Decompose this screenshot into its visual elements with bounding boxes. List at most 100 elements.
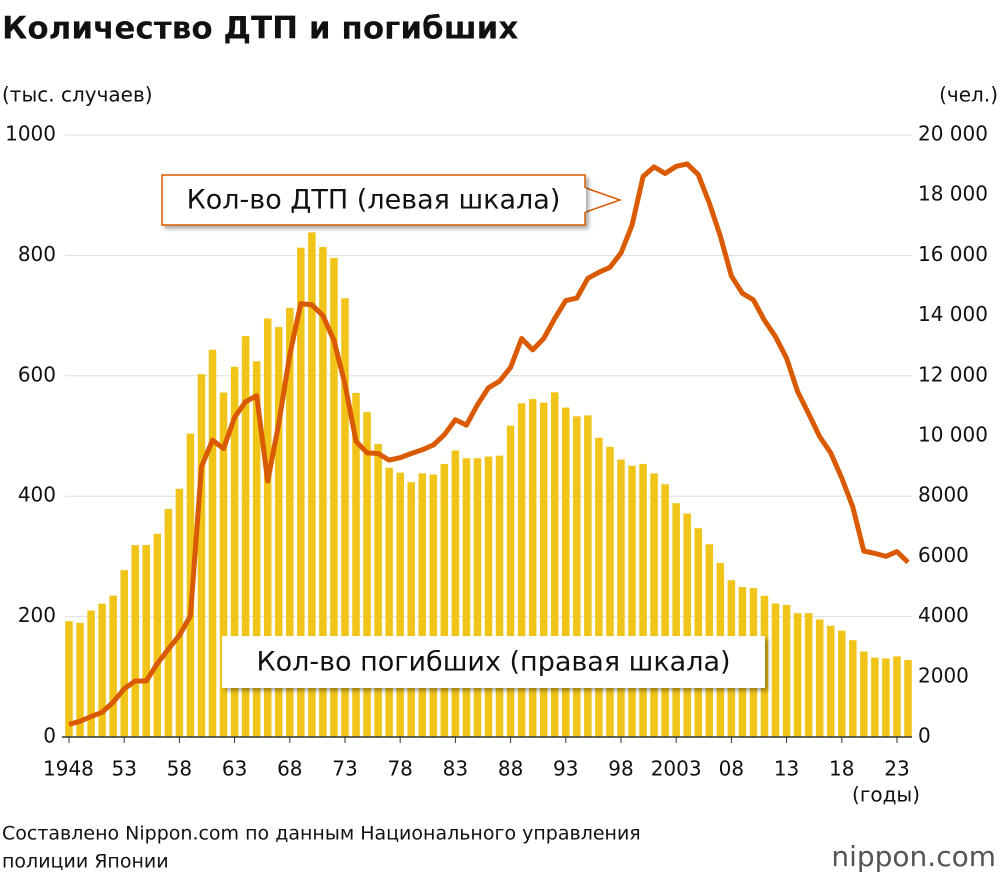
y2-tick-label: 20 000 <box>918 122 988 146</box>
logo: nippon.com <box>831 840 996 873</box>
y2-tick-label: 2000 <box>918 663 969 687</box>
bar <box>495 455 504 737</box>
bar <box>871 657 879 737</box>
x-tick-label: 88 <box>498 757 523 781</box>
bar <box>297 247 305 737</box>
bar <box>539 402 548 737</box>
bar <box>263 318 272 737</box>
y2-tick-label: 16 000 <box>918 242 988 266</box>
bar <box>319 247 327 737</box>
bar <box>694 528 703 737</box>
y2-tick-label: 12 000 <box>918 362 988 386</box>
bar <box>65 621 73 737</box>
bar <box>164 508 173 737</box>
bar <box>804 613 813 737</box>
bar <box>76 622 84 737</box>
x-axis-label: (годы) <box>852 783 920 807</box>
bar <box>153 533 162 737</box>
bar <box>628 465 636 737</box>
bars <box>65 232 912 737</box>
source: Составлено Nippon.com по данным Национал… <box>2 823 641 845</box>
bar <box>793 613 802 737</box>
bar <box>98 603 106 737</box>
bar <box>363 412 371 737</box>
bar <box>230 366 239 737</box>
x-tick-label: 73 <box>332 757 357 781</box>
bar <box>672 503 680 737</box>
bar <box>782 604 791 737</box>
bar <box>661 484 669 737</box>
bar <box>385 467 393 737</box>
bar <box>562 407 570 737</box>
y-tick-label: 400 <box>18 483 56 507</box>
bar <box>550 392 559 737</box>
bar <box>484 456 493 737</box>
y2-tick-label: 0 <box>918 724 931 748</box>
bar <box>308 232 316 737</box>
y-tick-label: 600 <box>18 362 56 386</box>
x-tick-label: 1948 <box>43 757 94 781</box>
bar <box>407 482 415 737</box>
bar <box>440 463 449 737</box>
bar <box>120 570 128 737</box>
bar <box>838 630 846 737</box>
x-tick-label: 63 <box>222 757 247 781</box>
bar <box>241 336 250 737</box>
y2-tick-label: 6000 <box>918 543 969 567</box>
y2-tick-label: 14 000 <box>918 302 988 326</box>
x-tick-label: 53 <box>111 757 136 781</box>
y-tick-label: 0 <box>43 724 56 748</box>
bar <box>374 444 382 737</box>
bar <box>341 298 349 737</box>
bar <box>815 619 824 737</box>
y2-tick-label: 4000 <box>918 603 969 627</box>
bar <box>462 458 471 737</box>
legend-label: Кол-во погибших (правая шкала) <box>256 647 730 678</box>
y2-tick-label: 8000 <box>918 483 969 507</box>
source-2: полиции Японии <box>2 851 169 873</box>
chart-title: Количество ДТП и погибших <box>2 11 518 47</box>
bar <box>893 656 901 737</box>
x-tick-label: 23 <box>884 757 909 781</box>
bar <box>208 349 217 737</box>
bar <box>573 416 581 737</box>
annotations: Кол-во ДТП (левая шкала) Кол-во погибших … <box>161 174 765 688</box>
bar <box>142 544 151 737</box>
bar <box>849 640 857 737</box>
bar <box>506 425 515 737</box>
bar <box>650 473 658 737</box>
bar <box>517 403 526 737</box>
bar <box>286 307 294 737</box>
x-tick-label: 93 <box>553 757 578 781</box>
y-tick-label: 1000 <box>5 122 56 146</box>
lines <box>68 161 910 727</box>
y2-axis-label: (чел.) <box>939 83 998 107</box>
bar <box>219 392 228 737</box>
bar <box>826 625 835 737</box>
y-tick-label: 800 <box>18 242 56 266</box>
bar <box>473 458 482 737</box>
line <box>68 161 910 727</box>
legend-box <box>161 174 586 226</box>
bar <box>109 595 117 737</box>
bar <box>771 603 780 737</box>
x-tick-label: 18 <box>829 757 854 781</box>
x-tick-label: 83 <box>443 757 468 781</box>
legend-box <box>222 636 765 688</box>
y2-tick-label: 18 000 <box>918 182 988 206</box>
bar <box>396 472 404 737</box>
bar <box>131 545 139 737</box>
x-tick-label: 08 <box>719 757 744 781</box>
x-tick-label: 58 <box>167 757 192 781</box>
legend-label: Кол-во ДТП (левая шкала) <box>187 185 561 216</box>
x-tick-label: 13 <box>774 757 799 781</box>
legend-pointer <box>582 185 623 215</box>
y-axis-label: (тыс. случаев) <box>2 83 153 107</box>
bar <box>882 658 890 737</box>
bar <box>175 488 184 737</box>
bar <box>418 473 427 737</box>
bar <box>595 437 603 737</box>
bar <box>197 374 206 737</box>
legend-cover <box>582 188 586 212</box>
